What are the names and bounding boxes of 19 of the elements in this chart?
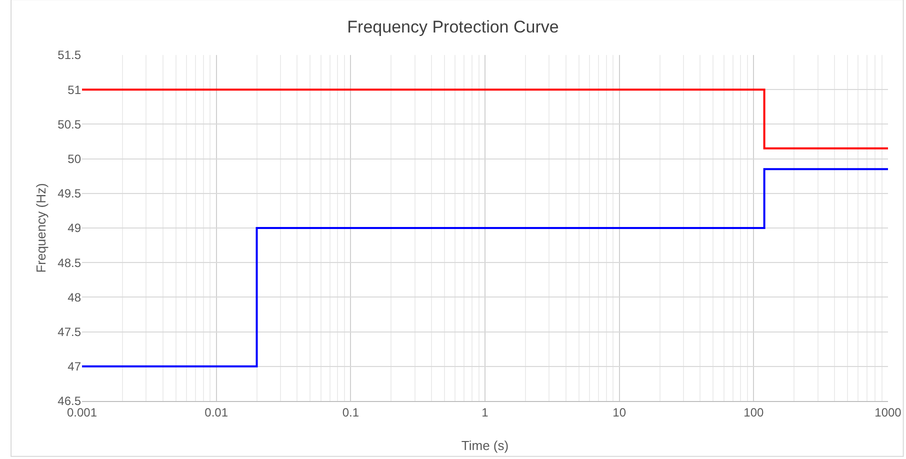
y-tick-label: 51 [68,82,82,97]
x-tick-label: 1 [482,405,489,420]
x-axis-title: Time (s) [461,438,509,453]
y-tick-label: 47 [68,360,82,374]
chart-title: Frequency Protection Curve [347,18,559,37]
x-tick-label: 1000 [874,405,902,420]
y-tick-label: 49 [68,221,82,236]
y-tick-label: 48.5 [58,256,82,270]
y-tick-label: 47.5 [58,325,82,339]
x-tick-label: 0.01 [204,405,228,420]
y-tick-label: 50.5 [58,117,82,132]
y-tick-label: 51.5 [58,48,82,62]
x-tick-label: 0.1 [342,405,360,420]
y-tick-label: 48 [68,290,82,304]
y-axis-title: Frequency (Hz) [34,183,49,273]
x-tick-label: 10 [612,405,626,420]
y-tick-label: 50 [68,152,82,166]
x-tick-label: 100 [744,405,764,420]
y-tick-label: 49.5 [58,186,82,201]
